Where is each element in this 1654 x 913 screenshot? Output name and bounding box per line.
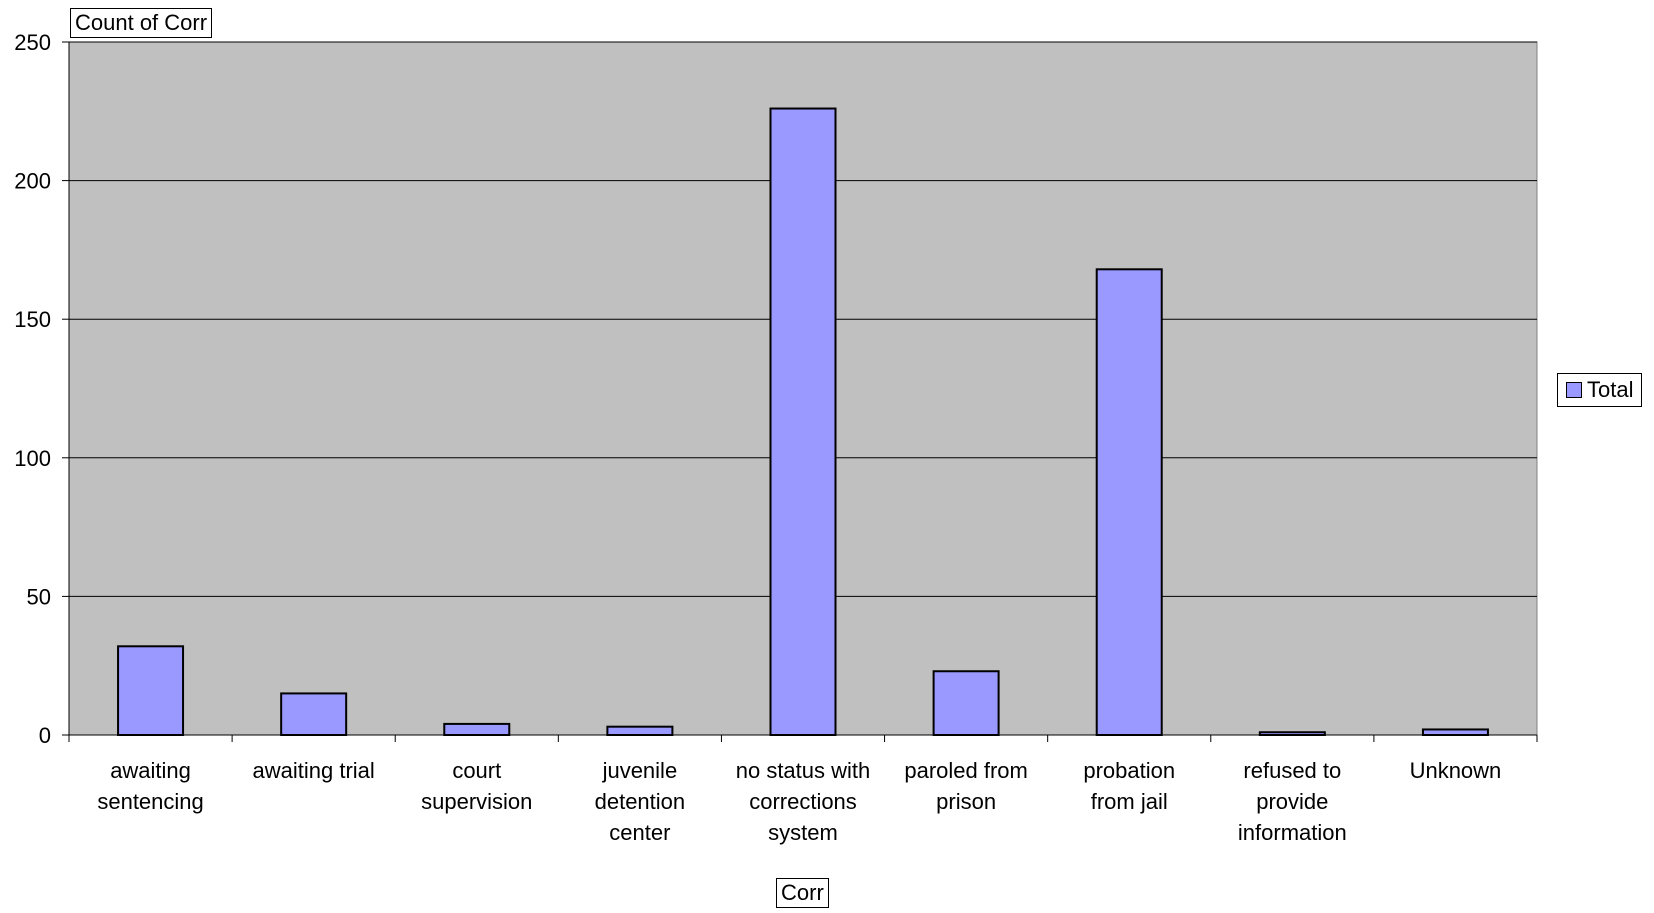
x-tick-label-line: supervision xyxy=(421,789,532,814)
y-tick-labels: 0 50 100 150 200 250 xyxy=(14,30,51,748)
x-tick-label-line: awaiting trial xyxy=(253,758,375,783)
y-tick-label: 250 xyxy=(14,30,51,55)
x-tick-label-line: court xyxy=(452,758,501,783)
x-tick-label-line: corrections xyxy=(749,789,857,814)
legend-swatch xyxy=(1566,382,1582,398)
bar xyxy=(1095,268,1163,736)
x-tick-label: court supervision xyxy=(421,758,532,814)
x-tick-label: awaiting sentencing xyxy=(97,758,203,814)
y-tick-label: 150 xyxy=(14,307,51,332)
x-tick-label: awaiting trial xyxy=(253,758,375,783)
legend-label-total: Total xyxy=(1587,377,1634,402)
axes xyxy=(62,41,1538,742)
bar xyxy=(932,670,1000,737)
x-tick-label-line: sentencing xyxy=(97,789,203,814)
x-tick-label-line: no status with xyxy=(736,758,871,783)
x-tick-labels: awaiting sentencing awaiting trial court sup… xyxy=(97,758,1501,845)
x-tick-label: Unknown xyxy=(1410,758,1502,783)
bar xyxy=(1421,728,1489,736)
y-tick-label: 0 xyxy=(39,723,51,748)
x-tick-label-line: from jail xyxy=(1091,789,1168,814)
bar xyxy=(117,645,185,737)
x-tick-label-line: system xyxy=(768,820,838,845)
x-tick-label-line: prison xyxy=(936,789,996,814)
y-tick-label: 200 xyxy=(14,169,51,194)
bar xyxy=(280,692,348,736)
bar xyxy=(606,725,674,737)
x-tick-label-line: awaiting xyxy=(110,758,191,783)
x-tick-label-line: center xyxy=(609,820,670,845)
y-tick-label: 50 xyxy=(27,584,51,609)
x-tick-label-line: probation xyxy=(1083,758,1175,783)
legend: Total xyxy=(1557,373,1643,407)
y-tick-label: 100 xyxy=(14,446,51,471)
bars xyxy=(117,107,1489,737)
x-tick-label-line: Unknown xyxy=(1410,758,1502,783)
x-tick-label-line: provide xyxy=(1256,789,1328,814)
bar xyxy=(443,722,511,736)
x-tick-label-line: detention xyxy=(595,789,686,814)
x-tick-label-line: paroled from xyxy=(904,758,1028,783)
x-field-button[interactable]: Corr xyxy=(776,878,829,908)
x-tick-label-line: juvenile xyxy=(602,758,678,783)
x-tick-label-line: refused to xyxy=(1243,758,1341,783)
x-tick-label-line: information xyxy=(1238,820,1347,845)
x-tick-label: probation from jail xyxy=(1083,758,1175,814)
x-tick-label: no status with corrections system xyxy=(736,758,871,845)
x-tick-label: juvenile detention center xyxy=(595,758,686,845)
x-tick-label: paroled from prison xyxy=(904,758,1028,814)
y-field-button[interactable]: Count of Corr xyxy=(70,8,213,38)
bar xyxy=(769,107,837,736)
x-tick-label: refused to provide information xyxy=(1238,758,1347,845)
